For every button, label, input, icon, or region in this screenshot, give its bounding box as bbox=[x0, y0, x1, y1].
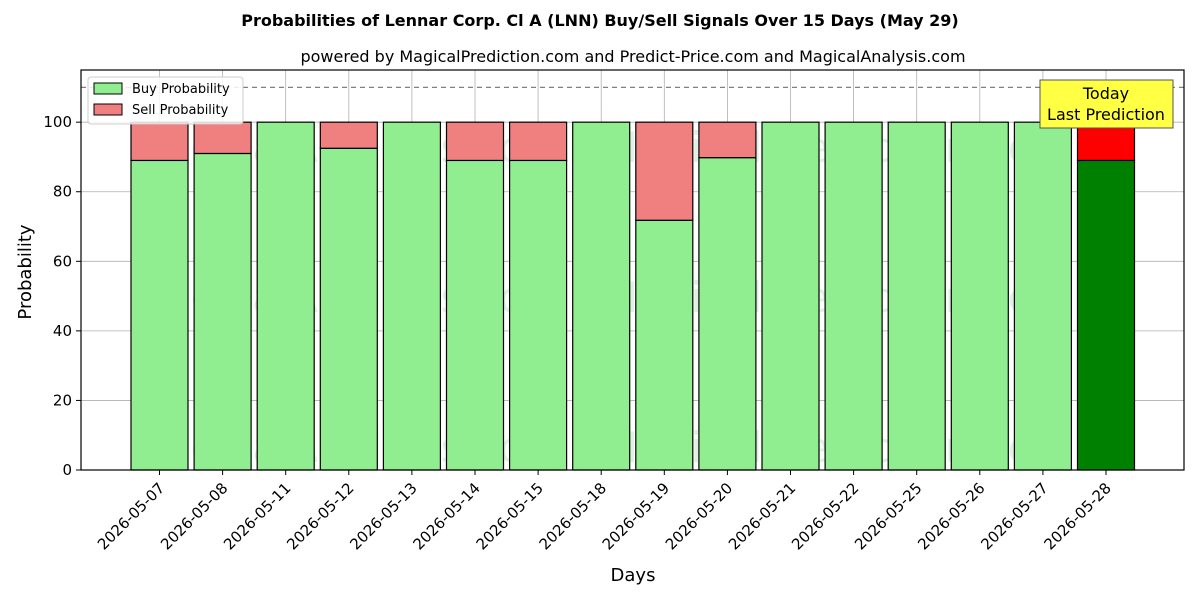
plot-frame bbox=[80, 69, 1185, 471]
x-tick-label: 2026-05-28 bbox=[1040, 479, 1114, 553]
sell-bar bbox=[509, 121, 568, 162]
y-tick-label: 100 bbox=[43, 113, 72, 131]
y-tick-label: 40 bbox=[53, 322, 72, 340]
buy-bar bbox=[572, 121, 631, 471]
buy-bar bbox=[319, 147, 378, 471]
buy-bar bbox=[193, 152, 252, 471]
x-tick-label: 2026-05-19 bbox=[599, 479, 673, 553]
buy-bar bbox=[887, 121, 946, 471]
buy-bar bbox=[698, 157, 757, 471]
buy-bar bbox=[1013, 121, 1073, 471]
x-axis-label: Days bbox=[611, 565, 656, 586]
annotation-box bbox=[1039, 79, 1174, 129]
x-tick-label: 2026-05-15 bbox=[473, 479, 547, 553]
legend-box bbox=[87, 76, 244, 125]
x-tick-label: 2026-05-21 bbox=[725, 479, 799, 553]
y-tick-label: 60 bbox=[53, 252, 72, 270]
x-tick-label: 2026-05-11 bbox=[220, 479, 294, 553]
x-tick-label: 2026-05-27 bbox=[977, 479, 1051, 553]
x-tick-label: 2026-05-13 bbox=[346, 479, 420, 553]
x-tick-label: 2026-05-25 bbox=[851, 479, 925, 553]
legend-label: Sell Probability bbox=[132, 103, 229, 118]
chart-subtitle: powered by MagicalPrediction.com and Pre… bbox=[300, 47, 965, 66]
buy-bar bbox=[950, 121, 1009, 471]
sell-bar bbox=[635, 121, 694, 221]
x-tick-label: 2026-05-08 bbox=[157, 479, 231, 553]
buy-bar bbox=[824, 121, 883, 471]
today-annotation: Today Last Prediction bbox=[1039, 79, 1174, 129]
bars bbox=[130, 121, 1136, 471]
sell-bar bbox=[319, 121, 378, 149]
x-tick-label: 2026-05-12 bbox=[283, 479, 357, 553]
buy-bar bbox=[256, 121, 315, 471]
buy-bar bbox=[509, 159, 568, 471]
x-tick-label: 2026-05-22 bbox=[788, 479, 862, 553]
x-tick-label: 2026-05-14 bbox=[409, 479, 483, 553]
buy-bar bbox=[635, 219, 694, 471]
annotation-line: Today bbox=[1082, 84, 1129, 103]
buy-bar bbox=[761, 121, 820, 471]
legend-swatch bbox=[93, 82, 123, 95]
x-tick-label: 2026-05-20 bbox=[662, 479, 736, 553]
sell-bar bbox=[698, 121, 757, 159]
x-tick-label: 2026-05-26 bbox=[914, 479, 988, 553]
y-axis-label: Probability bbox=[15, 224, 36, 319]
sell-bar bbox=[193, 121, 252, 155]
legend: Buy Probability Sell Probability bbox=[87, 76, 244, 125]
y-tick-label: 20 bbox=[53, 391, 72, 409]
x-tick-label: 2026-05-18 bbox=[536, 479, 610, 553]
buy-bar bbox=[1076, 159, 1136, 471]
y-tick-label: 0 bbox=[62, 461, 72, 479]
annotation-line: Last Prediction bbox=[1047, 105, 1165, 124]
y-tick-label: 80 bbox=[53, 183, 72, 201]
buy-bar bbox=[445, 159, 505, 471]
sell-bar bbox=[130, 121, 189, 162]
legend-label: Buy Probability bbox=[132, 82, 230, 97]
legend-swatch bbox=[93, 103, 123, 116]
buy-bar bbox=[382, 121, 441, 471]
x-tick-label: 2026-05-07 bbox=[94, 479, 168, 553]
sell-bar bbox=[445, 121, 505, 162]
buy-bar bbox=[130, 159, 189, 471]
chart-title: Probabilities of Lennar Corp. Cl A (LNN)… bbox=[241, 11, 959, 30]
